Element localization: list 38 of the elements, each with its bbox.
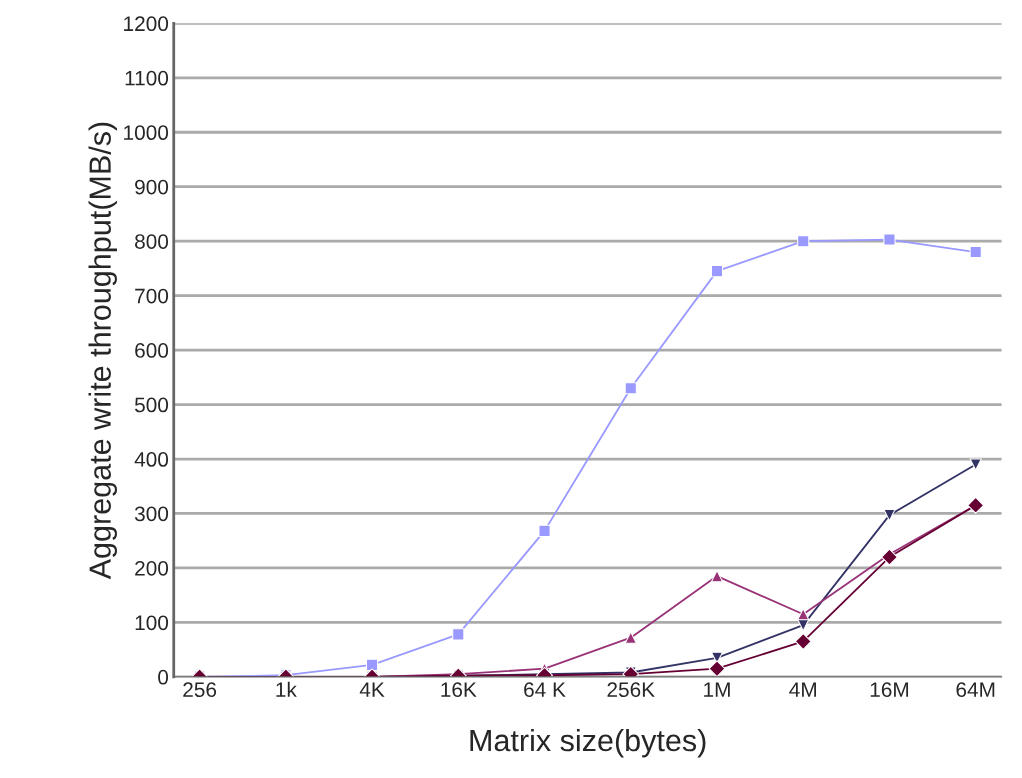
point xyxy=(797,235,810,248)
x-tick-label: 256 xyxy=(183,682,217,698)
y-tick-label: 0 xyxy=(158,669,169,685)
point xyxy=(624,631,637,644)
x-tick-label: 16M xyxy=(870,682,909,698)
point xyxy=(624,382,637,395)
y-tick-label: 200 xyxy=(135,560,169,576)
y-tick-label: 600 xyxy=(135,343,169,358)
point xyxy=(710,265,724,278)
point xyxy=(366,658,379,671)
x-tick-label: 64 K xyxy=(524,682,566,698)
y-tick-label: 1200 xyxy=(124,16,169,32)
y-tick-label: 500 xyxy=(134,397,169,413)
point xyxy=(708,660,726,677)
y-tick-label: 800 xyxy=(135,234,169,249)
x-tick-label: 256K xyxy=(607,682,655,698)
x-tick-label: 16K xyxy=(441,682,477,698)
x-tick-label: 1k xyxy=(276,681,297,697)
point xyxy=(881,548,898,566)
point xyxy=(452,628,465,641)
x-tick-label: 64M xyxy=(956,682,995,698)
x-axis-title: Matrix size(bytes) xyxy=(470,728,706,758)
y-tick-label: 1000 xyxy=(124,125,169,141)
point xyxy=(710,570,724,583)
x-tick-label: 4K xyxy=(359,682,385,697)
y-tick-label: 1100 xyxy=(125,70,169,86)
y-axis-title: Aggregate write throughput(MB/s) xyxy=(88,122,117,580)
x-tick-label: 1M xyxy=(704,682,730,697)
point xyxy=(883,233,896,246)
y-tick-label: 100 xyxy=(135,615,169,631)
y-tick-label: 300 xyxy=(134,506,169,522)
y-tick-label: 700 xyxy=(135,288,169,304)
x-tick-label: 4M xyxy=(789,682,816,697)
y-tick-label: 900 xyxy=(135,179,169,195)
point xyxy=(794,633,812,650)
point xyxy=(797,608,810,621)
point xyxy=(538,524,551,537)
y-tick-label: 400 xyxy=(134,452,169,467)
